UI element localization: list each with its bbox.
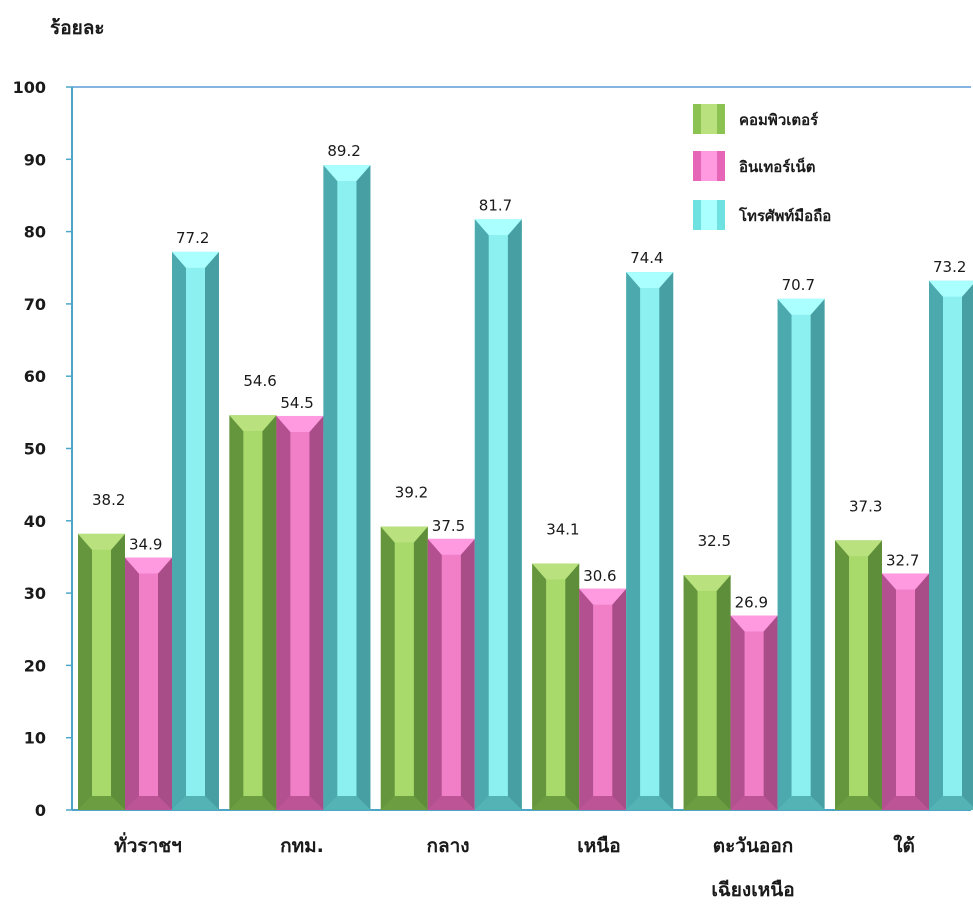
bar [730, 615, 778, 810]
y-tick-label: 70 [24, 295, 46, 314]
bar [323, 165, 371, 811]
legend-item: อินเทอร์เน็ต [693, 151, 815, 181]
bar [929, 280, 973, 810]
bars [78, 165, 973, 811]
bar [276, 415, 324, 810]
value-label: 26.9 [735, 594, 768, 612]
bar [78, 533, 125, 810]
legend-label: โทรศัพท์มือถือ [738, 206, 831, 225]
legend-swatch-highlight [701, 104, 717, 134]
bar [532, 563, 580, 810]
legend-item: คอมพิวเตอร์ [693, 104, 819, 134]
value-label: 81.7 [479, 196, 512, 214]
value-label: 74.4 [630, 249, 663, 267]
y-tick-label: 60 [24, 367, 46, 386]
y-tick-label: 90 [24, 150, 46, 169]
value-label: 70.7 [782, 276, 815, 294]
bar [626, 272, 674, 810]
y-tick-label: 0 [35, 801, 46, 820]
bar [172, 251, 219, 810]
legend-swatch-highlight [701, 151, 717, 181]
x-tick-label: เหนือ [577, 835, 620, 857]
y-tick-label: 40 [24, 512, 46, 531]
y-tick-label: 100 [13, 78, 46, 97]
y-tick-label: 50 [24, 440, 46, 459]
value-label: 89.2 [327, 142, 360, 160]
legend-swatch-highlight [701, 200, 717, 230]
value-label: 54.5 [280, 394, 313, 412]
y-tick-label: 10 [24, 729, 46, 748]
value-label: 39.2 [395, 484, 428, 502]
bar [683, 575, 731, 810]
y-tick-label: 20 [24, 656, 46, 675]
legend-label: อินเทอร์เน็ต [739, 157, 815, 176]
value-labels: 38.2 34.9 77.2 54.654.5 89.2 39.237.5 81.7 34.1… [92, 142, 966, 611]
x-tick-label: กทม. [280, 835, 324, 857]
value-label: 34.9 [129, 536, 162, 554]
bar [427, 538, 475, 810]
legend-label: คอมพิวเตอร์ [739, 111, 819, 129]
y-axis-title: ร้อยละ [50, 17, 105, 39]
value-label: 77.2 [176, 229, 209, 247]
bar [229, 415, 277, 810]
x-tick-label: ใต้ [893, 834, 915, 857]
x-tick-label: เฉียงเหนือ [711, 879, 794, 901]
y-axis-ticks: 0 10 20 30 40 50 60 70 80 90 100 [13, 78, 72, 820]
bar [474, 219, 522, 810]
value-label: 54.6 [243, 372, 276, 390]
value-label: 73.2 [933, 258, 966, 276]
value-label: 30.6 [583, 567, 616, 585]
bar [777, 298, 825, 810]
value-label: 37.3 [849, 497, 882, 515]
x-tick-label: ตะวันออก [713, 835, 794, 857]
x-tick-label: กลาง [426, 835, 469, 857]
y-tick-label: 80 [24, 223, 46, 242]
bar [882, 573, 929, 810]
bar [579, 588, 627, 810]
bar [380, 526, 428, 810]
value-label: 37.5 [432, 517, 465, 535]
y-tick-label: 30 [24, 584, 46, 603]
value-label: 32.7 [886, 552, 919, 570]
bar [125, 557, 172, 810]
x-tick-label: ทั่วราชฯ [114, 832, 182, 857]
value-label: 34.1 [546, 520, 579, 538]
value-label: 32.5 [698, 532, 731, 550]
value-label: 38.2 [92, 491, 125, 509]
legend-item: โทรศัพท์มือถือ [693, 200, 831, 230]
bar [835, 540, 882, 810]
